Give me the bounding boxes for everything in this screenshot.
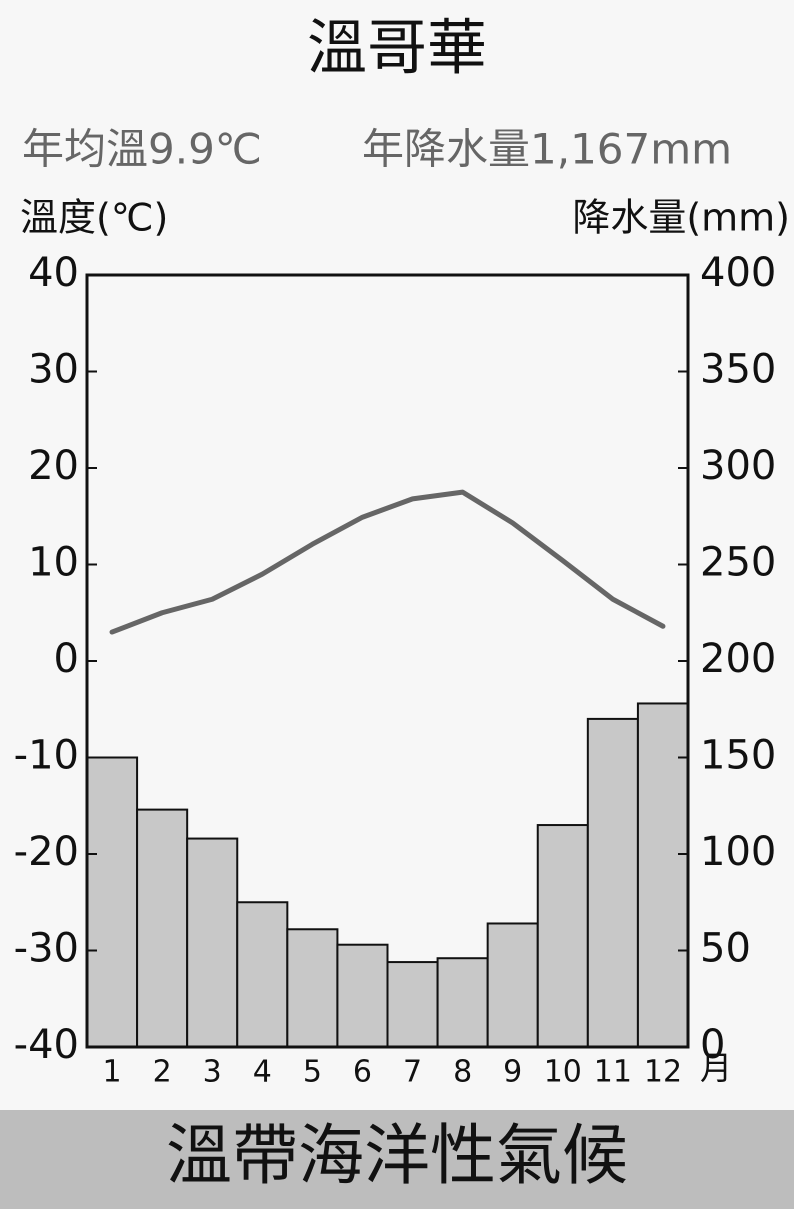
y-tick-label: 0 bbox=[54, 636, 79, 682]
x-tick-label: 4 bbox=[253, 1055, 272, 1090]
x-tick-label: 7 bbox=[403, 1055, 422, 1090]
y2-tick-label: 300 bbox=[700, 443, 776, 489]
y-tick-label: -10 bbox=[14, 733, 79, 779]
y-tick-label: 40 bbox=[28, 250, 79, 296]
y2-tick-label: 100 bbox=[700, 829, 776, 875]
bar bbox=[386, 961, 439, 1049]
y-tick-label: 20 bbox=[28, 443, 79, 489]
climate-type: 溫帶海洋性氣候 bbox=[166, 1117, 628, 1194]
y2-tick-label: 50 bbox=[700, 926, 751, 972]
y2-tick-label: 250 bbox=[700, 540, 776, 586]
bar bbox=[586, 717, 639, 1049]
bar bbox=[636, 702, 690, 1049]
y2-tick-label: 150 bbox=[700, 733, 776, 779]
bar bbox=[436, 957, 489, 1048]
bar bbox=[86, 756, 139, 1048]
y2-tick-label: 400 bbox=[700, 250, 776, 296]
bar bbox=[486, 922, 539, 1048]
y-tick-label: -30 bbox=[14, 926, 79, 972]
bar bbox=[536, 824, 589, 1048]
bar bbox=[236, 901, 289, 1048]
bar bbox=[336, 943, 389, 1049]
x-tick-label: 11 bbox=[594, 1055, 632, 1090]
x-tick-label: 6 bbox=[353, 1055, 372, 1090]
y2-tick-label: 200 bbox=[700, 636, 776, 682]
temperature-line bbox=[109, 489, 666, 635]
x-tick-label: 9 bbox=[503, 1055, 522, 1090]
x-tick-label: 8 bbox=[453, 1055, 472, 1090]
subtitle: 年降水量1,167mm bbox=[362, 125, 732, 174]
y-axis-label: 溫度(℃) bbox=[20, 196, 168, 240]
x-tick-label: 1 bbox=[102, 1055, 121, 1090]
y-tick-label: -40 bbox=[14, 1022, 79, 1068]
x-tick-label: 5 bbox=[303, 1055, 322, 1090]
x-axis-label: 月 bbox=[700, 1049, 732, 1087]
footer-band bbox=[0, 1110, 794, 1209]
bar bbox=[136, 808, 189, 1048]
y-tick-label: -20 bbox=[14, 829, 79, 875]
chart-title: 溫哥華 bbox=[307, 14, 487, 84]
subtitle: 年均溫9.9℃ bbox=[22, 125, 262, 174]
y2-tick-label: 0 bbox=[700, 1022, 725, 1068]
y-tick-label: 30 bbox=[28, 347, 79, 393]
x-tick-label: 12 bbox=[644, 1055, 682, 1090]
bar bbox=[286, 928, 339, 1049]
bar bbox=[186, 837, 239, 1048]
x-tick-label: 2 bbox=[153, 1055, 172, 1090]
x-tick-label: 3 bbox=[203, 1055, 222, 1090]
y-tick-label: 10 bbox=[28, 540, 79, 586]
y2-axis-label: 降水量(mm) bbox=[572, 196, 790, 240]
y2-tick-label: 350 bbox=[700, 347, 776, 393]
x-tick-label: 10 bbox=[544, 1055, 582, 1090]
